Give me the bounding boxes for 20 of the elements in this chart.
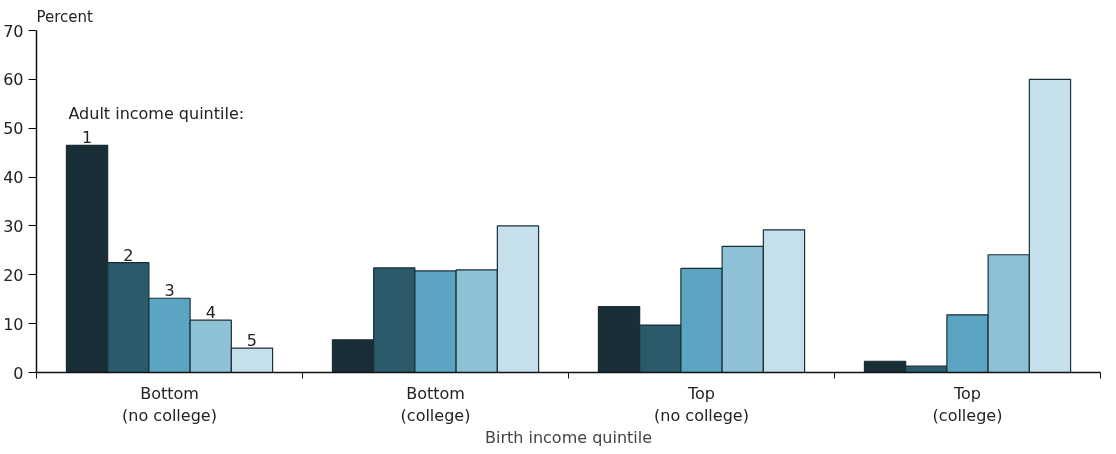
y-tick-label: 10 bbox=[3, 314, 24, 334]
y-tick-label: 20 bbox=[3, 265, 24, 285]
y-tick-label: 0 bbox=[13, 363, 24, 383]
y-tick-label: 40 bbox=[3, 168, 24, 188]
y-tick-label: 50 bbox=[3, 119, 24, 139]
y-tick-label: 60 bbox=[3, 70, 24, 90]
x-tick-label: Top (college) bbox=[932, 383, 1003, 426]
series-label: 5 bbox=[246, 331, 258, 351]
x-tick-label: Bottom (no college) bbox=[122, 383, 217, 426]
series-label: 2 bbox=[123, 245, 134, 265]
series-label: 1 bbox=[81, 128, 93, 148]
x-tick-label: Top (no college) bbox=[654, 383, 749, 426]
y-tick-label: 70 bbox=[3, 21, 24, 41]
x-axis-title: Birth income quintile bbox=[484, 428, 653, 448]
y-axis-title: Percent bbox=[36, 7, 94, 26]
y-tick-label: 30 bbox=[3, 216, 24, 236]
x-tick-label: Bottom (college) bbox=[400, 383, 471, 426]
series-label: 4 bbox=[205, 303, 216, 323]
legend-title: Adult income quintile: bbox=[68, 104, 245, 124]
series-label: 3 bbox=[164, 281, 175, 301]
